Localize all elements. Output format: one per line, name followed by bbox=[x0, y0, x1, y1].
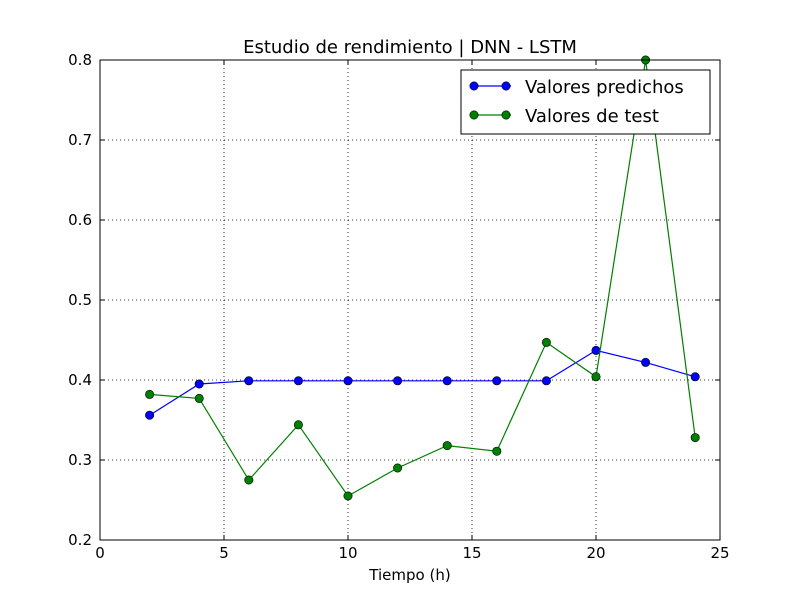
legend-marker bbox=[469, 81, 479, 91]
x-tick-label: 25 bbox=[710, 544, 729, 562]
series-1-point bbox=[442, 376, 452, 386]
y-tick-label: 0.5 bbox=[68, 291, 92, 309]
x-tick-label: 10 bbox=[338, 544, 357, 562]
legend-label: Valores de test bbox=[525, 106, 659, 127]
y-tick-label: 0.7 bbox=[68, 131, 92, 149]
series-1-point bbox=[343, 376, 353, 386]
series-2-point bbox=[393, 463, 403, 473]
x-tick-label: 20 bbox=[586, 544, 605, 562]
series-line-2 bbox=[149, 59, 696, 497]
series-2-point bbox=[343, 491, 353, 501]
x-axis-label: Tiempo (h) bbox=[368, 566, 450, 584]
y-tick-label: 0.8 bbox=[68, 51, 92, 69]
y-tick-label: 0.2 bbox=[68, 531, 92, 549]
series-1-point bbox=[194, 379, 204, 389]
legend-marker bbox=[469, 110, 479, 120]
legend: Valores predichos Valores de test bbox=[460, 69, 711, 135]
series-line-1 bbox=[149, 349, 696, 416]
series-1-point bbox=[541, 376, 551, 386]
series-layer bbox=[145, 55, 700, 501]
y-tick-label: 0.6 bbox=[68, 211, 92, 229]
chart-title: Estudio de rendimiento | DNN - LSTM bbox=[243, 37, 577, 58]
series-1-point bbox=[145, 410, 155, 420]
series-2-point bbox=[591, 372, 601, 382]
series-2-point bbox=[194, 393, 204, 403]
series-2-point bbox=[492, 446, 502, 456]
series-2-point bbox=[244, 475, 254, 485]
series-2-point bbox=[145, 389, 155, 399]
series-1-point bbox=[293, 376, 303, 386]
x-tick-label: 15 bbox=[462, 544, 481, 562]
x-tick-label: 5 bbox=[219, 544, 229, 562]
y-tick-label: 0.4 bbox=[68, 371, 92, 389]
series-1-point bbox=[641, 357, 651, 367]
series-2-point bbox=[442, 441, 452, 451]
legend-box bbox=[460, 69, 711, 135]
series-1-point bbox=[690, 372, 700, 382]
series-1-point bbox=[393, 376, 403, 386]
series-2-point bbox=[690, 433, 700, 443]
ticks: 0 5 10 15 20 25 0.2 0.3 0.4 0.5 0.6 0.7 0.8 bbox=[68, 51, 729, 562]
y-tick-label: 0.3 bbox=[68, 451, 92, 469]
series-1-point bbox=[492, 376, 502, 386]
series-1-point bbox=[591, 345, 601, 355]
series-2-point bbox=[293, 420, 303, 430]
legend-label: Valores predichos bbox=[525, 77, 684, 98]
legend-marker bbox=[501, 81, 511, 91]
legend-marker bbox=[501, 110, 511, 120]
x-tick-label: 0 bbox=[95, 544, 105, 562]
series-2-point bbox=[541, 337, 551, 347]
series-1-point bbox=[244, 376, 254, 386]
